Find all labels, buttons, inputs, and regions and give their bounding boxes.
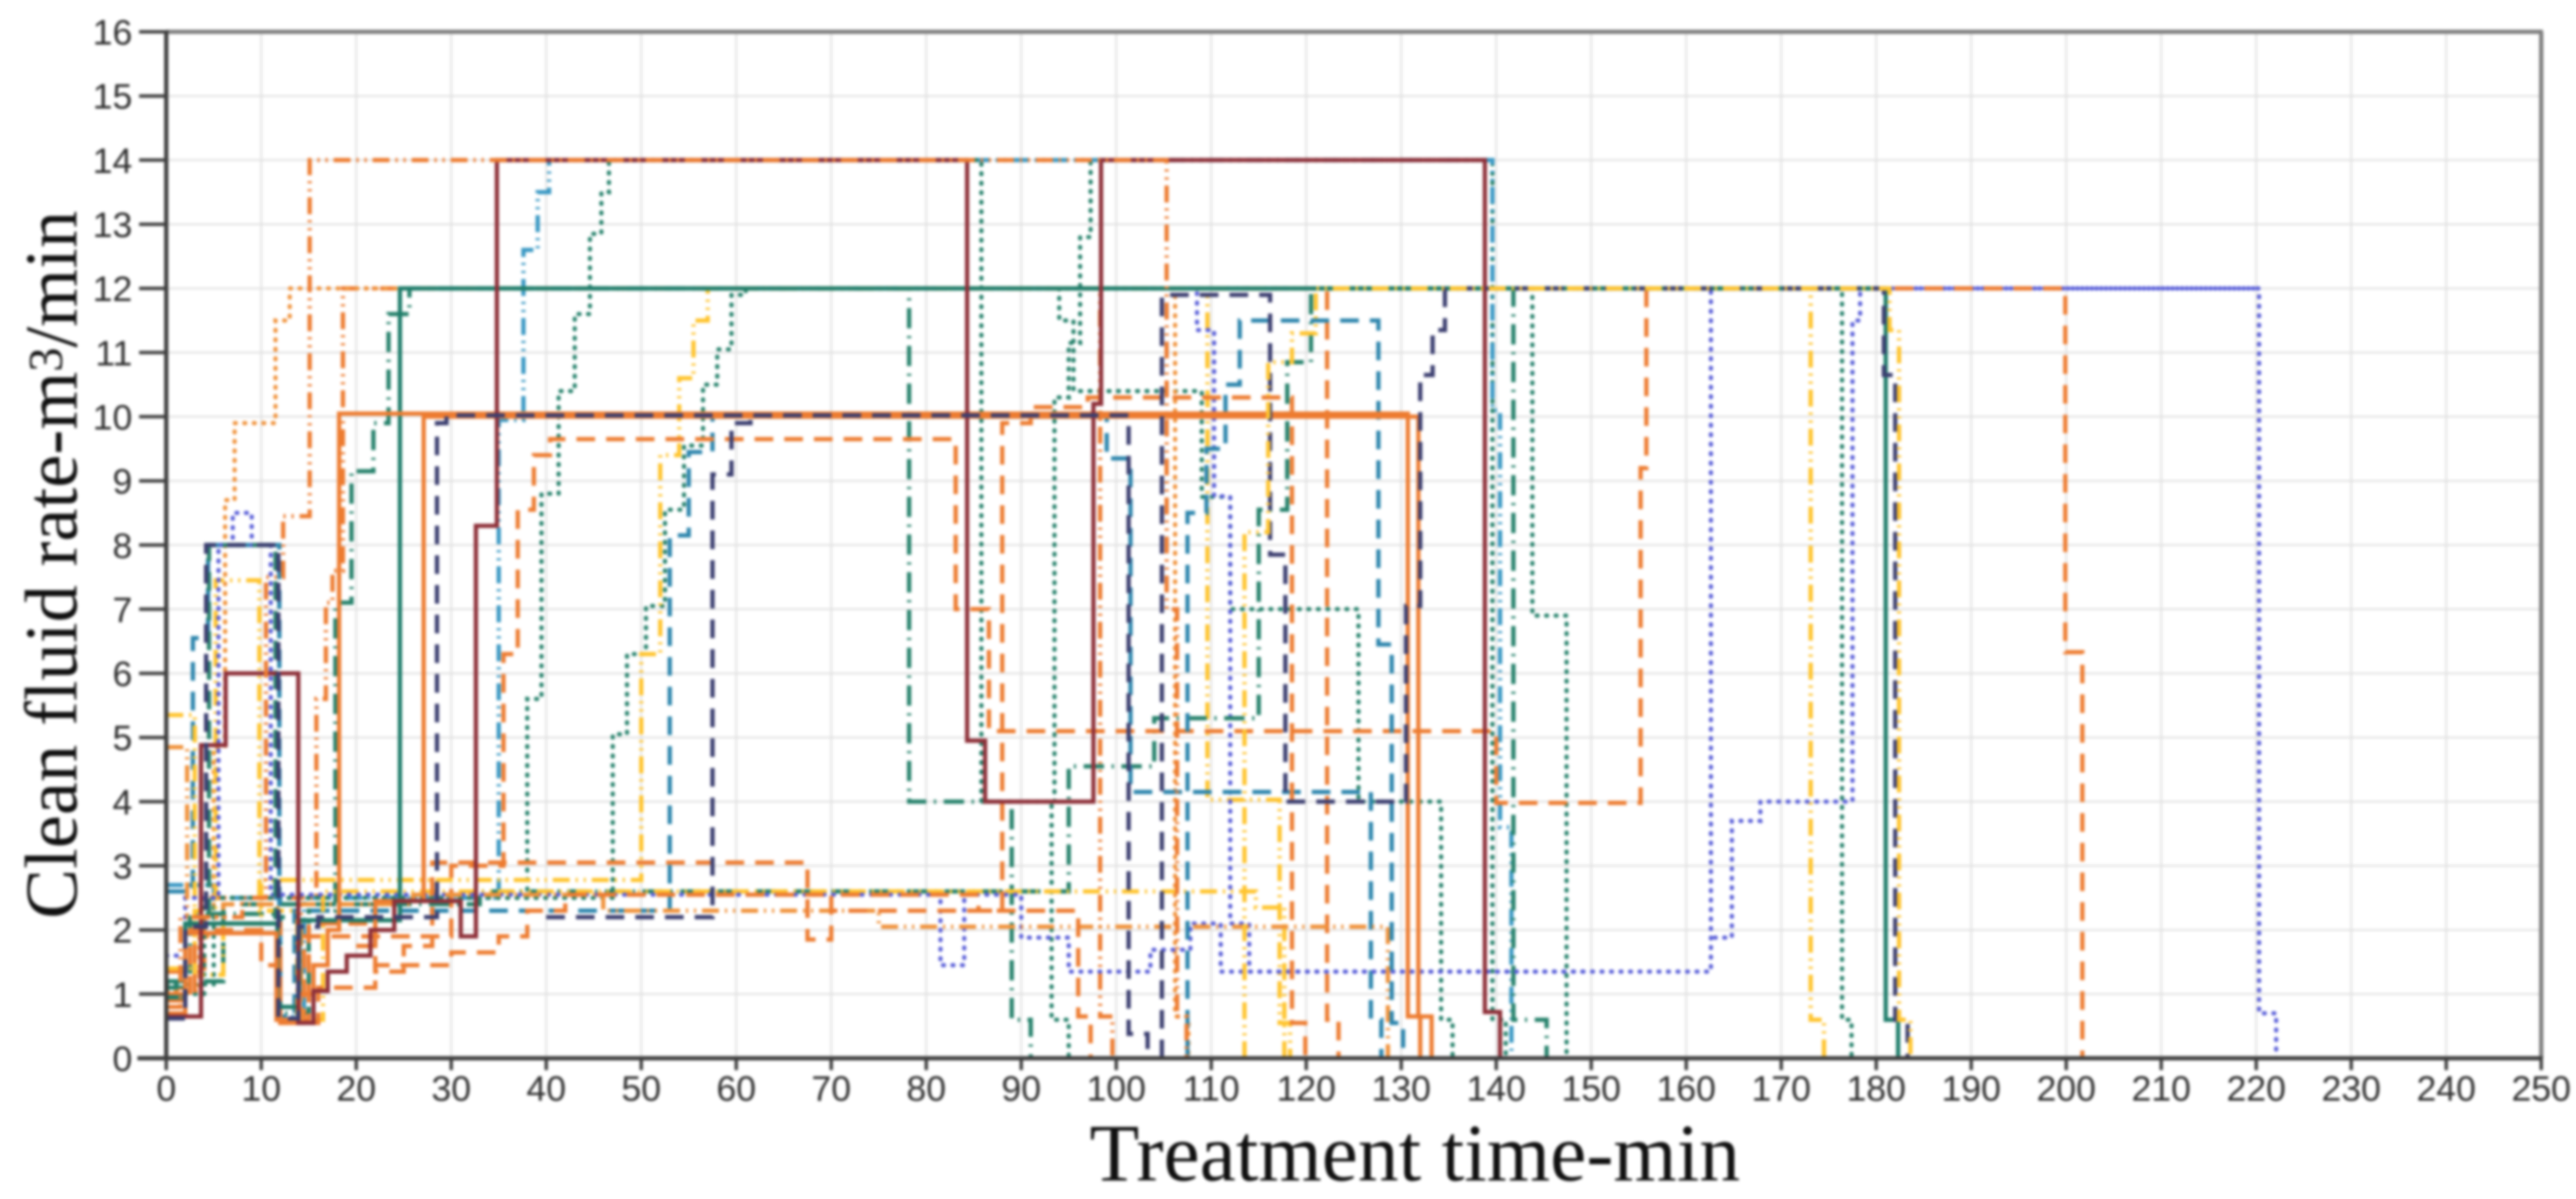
svg-text:16: 16 <box>92 13 132 53</box>
svg-text:4: 4 <box>113 782 132 822</box>
svg-text:10: 10 <box>242 1068 282 1108</box>
svg-text:9: 9 <box>113 461 132 501</box>
svg-text:5: 5 <box>113 718 132 758</box>
svg-text:210: 210 <box>2132 1068 2191 1108</box>
svg-text:190: 190 <box>1942 1068 2001 1108</box>
svg-text:10: 10 <box>92 397 132 437</box>
svg-text:11: 11 <box>95 333 132 373</box>
svg-text:13: 13 <box>92 205 132 245</box>
svg-text:15: 15 <box>92 76 132 116</box>
svg-text:90: 90 <box>1002 1068 1042 1108</box>
svg-text:50: 50 <box>622 1068 662 1108</box>
svg-text:160: 160 <box>1657 1068 1716 1108</box>
svg-text:140: 140 <box>1467 1068 1526 1108</box>
svg-text:200: 200 <box>2037 1068 2096 1108</box>
svg-text:40: 40 <box>527 1068 567 1108</box>
svg-text:1: 1 <box>113 974 132 1014</box>
svg-text:Clean fluid rate-m3/min: Clean fluid rate-m3/min <box>11 211 93 919</box>
svg-text:30: 30 <box>432 1068 472 1108</box>
svg-text:70: 70 <box>812 1068 852 1108</box>
svg-text:110: 110 <box>1183 1068 1240 1108</box>
svg-text:0: 0 <box>156 1068 176 1108</box>
svg-text:Treatment time-min: Treatment time-min <box>1089 1107 1740 1198</box>
svg-text:220: 220 <box>2227 1068 2286 1108</box>
svg-text:250: 250 <box>2512 1068 2571 1108</box>
svg-text:120: 120 <box>1277 1068 1336 1108</box>
svg-text:2: 2 <box>113 911 132 951</box>
svg-text:0: 0 <box>113 1039 132 1079</box>
svg-text:8: 8 <box>113 526 132 566</box>
svg-text:80: 80 <box>907 1068 947 1108</box>
svg-text:100: 100 <box>1087 1068 1146 1108</box>
svg-text:150: 150 <box>1562 1068 1621 1108</box>
svg-text:6: 6 <box>113 654 132 694</box>
svg-text:14: 14 <box>92 141 132 181</box>
svg-text:230: 230 <box>2322 1068 2381 1108</box>
svg-text:7: 7 <box>113 589 132 629</box>
svg-text:130: 130 <box>1372 1068 1431 1108</box>
svg-text:170: 170 <box>1752 1068 1811 1108</box>
svg-text:12: 12 <box>92 269 132 309</box>
svg-text:240: 240 <box>2417 1068 2476 1108</box>
svg-text:60: 60 <box>717 1068 757 1108</box>
svg-text:20: 20 <box>337 1068 377 1108</box>
svg-text:3: 3 <box>113 846 132 886</box>
svg-text:180: 180 <box>1847 1068 1906 1108</box>
